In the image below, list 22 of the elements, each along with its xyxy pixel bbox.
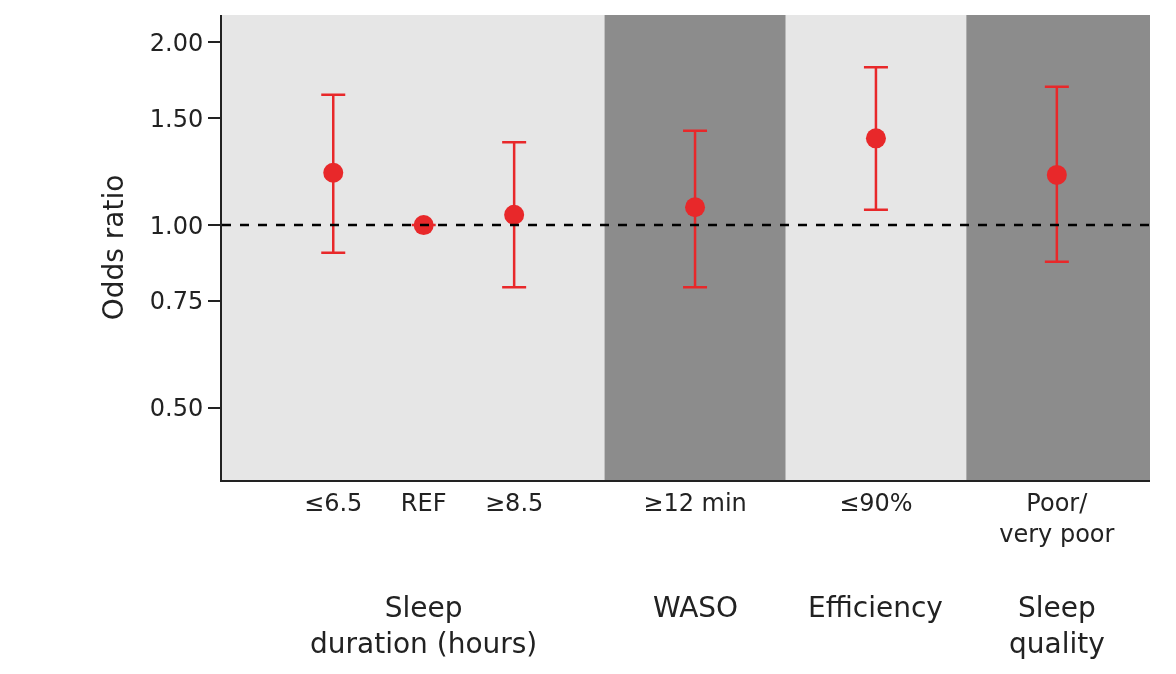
- x-tick-label: ≤90%: [839, 488, 913, 517]
- x-tick-label: REF: [400, 488, 447, 517]
- point: [865, 128, 886, 149]
- x-tick-label: ≥12 min: [643, 488, 747, 517]
- y-tick-label: 1.50: [149, 104, 204, 133]
- x-tick-label: Poor/ very poor: [999, 488, 1115, 548]
- y-tick-label: 1.00: [149, 211, 204, 240]
- point: [323, 162, 344, 183]
- x-tick-label: ≥8.5: [485, 488, 544, 517]
- point: [1046, 164, 1067, 185]
- text: WASO: [653, 591, 739, 624]
- text: Sleep duration (hours): [310, 591, 538, 661]
- y-tick-label: 0.50: [149, 394, 204, 423]
- text: Efficiency: [808, 591, 943, 624]
- y-tick-label: 2.00: [149, 28, 204, 57]
- point: [685, 197, 706, 218]
- text: Sleep quality: [1009, 591, 1105, 661]
- y-axis-title: Odds ratio: [96, 174, 130, 321]
- x-tick-label: ≤6.5: [304, 488, 363, 517]
- point: [413, 215, 434, 236]
- y-tick-label: 0.75: [149, 287, 204, 316]
- point: [504, 204, 525, 225]
